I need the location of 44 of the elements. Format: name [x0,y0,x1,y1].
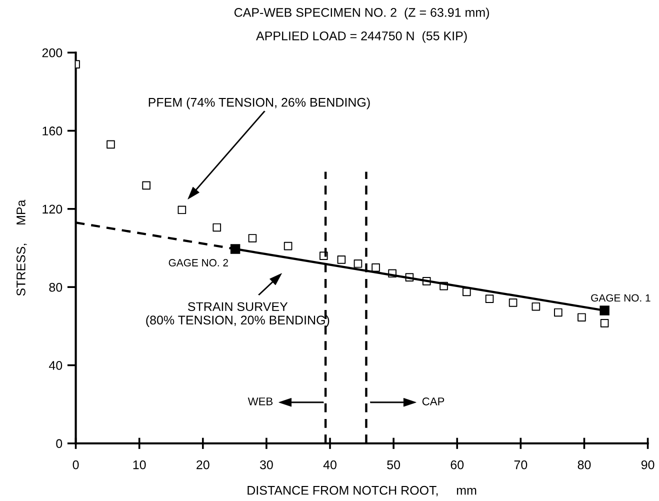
point [600,306,610,316]
point [485,294,494,303]
point [337,256,346,264]
point [462,288,471,296]
point [284,242,292,250]
annotation: WEB [248,398,273,406]
x-tick-label: 40 [323,460,336,470]
x-tick-label: 70 [514,460,528,470]
y-tick-label: 80 [49,282,62,292]
annotation: PFEM (74% TENSION, 26% BENDING) [148,98,370,110]
y-tick-label: 160 [42,126,62,136]
x-tick-label: 90 [641,460,654,470]
y-tick-label: 120 [42,204,62,214]
y-tick-label: 200 [42,48,62,58]
point [532,302,540,311]
point [554,308,562,317]
x-tick-label: 10 [133,460,146,470]
point [600,319,609,328]
point [178,206,186,214]
x-tick-label: 30 [260,460,273,470]
chart-subtitle: APPLIED LOAD = 244750 N (55 KIP) [256,31,467,43]
point [354,259,362,268]
point [248,234,257,242]
annotation: CAP [422,397,444,406]
chart-title: CAP-WEB SPECIMEN NO. 2 (Z = 63.91 mm) [234,8,489,20]
x-tick-label: 80 [578,460,591,470]
annotation: GAGE NO. 2 [168,259,228,266]
point [106,140,115,149]
y-tick-label: 40 [48,361,62,370]
point [372,263,380,272]
annotation: GAGE NO. 1 [591,294,650,302]
x-tick-label: 20 [196,460,210,470]
x-tick-label: 0 [72,460,79,470]
x-tick-label: 50 [387,460,400,470]
x-axis-title: DISTANCE FROM NOTCH ROOT, mm [248,486,476,496]
point [142,181,150,190]
y-axis-title: STRESS, MPa [16,200,27,296]
point [212,223,222,232]
annotation: STRAIN SURVEY (80% TENSION, 20% BENDING) [146,302,330,327]
y-tick-label: 0 [56,439,62,448]
point [230,244,240,254]
x-tick-label: 60 [450,460,464,470]
point [508,298,518,307]
point [578,313,586,322]
